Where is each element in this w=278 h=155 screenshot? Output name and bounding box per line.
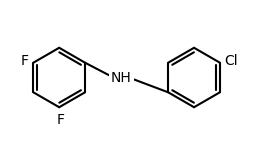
Text: Cl: Cl [225, 54, 238, 68]
Text: F: F [56, 113, 64, 127]
Text: NH: NH [111, 71, 131, 84]
Text: F: F [21, 54, 28, 68]
